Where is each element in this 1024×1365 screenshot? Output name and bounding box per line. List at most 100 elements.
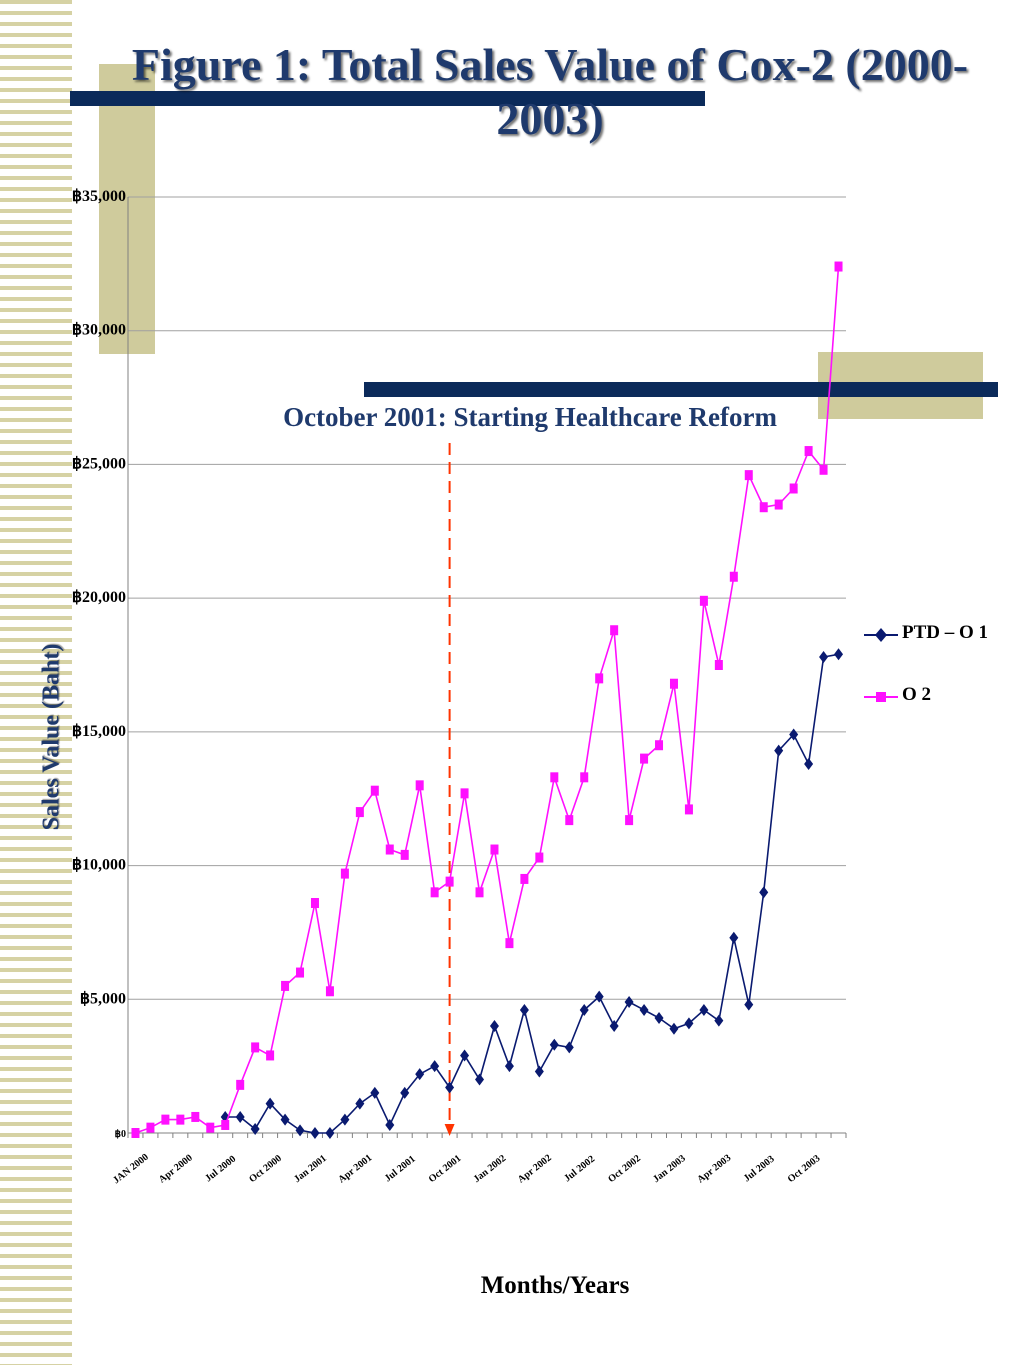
y-tick-label: ฿5,000	[80, 990, 126, 1007]
data-point-o1	[624, 995, 634, 1008]
data-point-o1	[654, 1012, 664, 1025]
healthcare-reform-annotation: October 2001: Starting Healthcare Reform	[283, 402, 777, 432]
data-point-o2	[505, 938, 514, 949]
data-point-o1	[280, 1113, 290, 1126]
data-point-o2	[729, 571, 738, 582]
data-point-o2	[834, 261, 843, 272]
data-point-o1	[579, 1003, 589, 1016]
data-point-o1	[789, 728, 799, 741]
legend-label-o2: O 2	[902, 684, 932, 705]
data-point-o2	[281, 980, 290, 991]
data-point-o2	[370, 785, 379, 796]
data-point-o2	[565, 815, 574, 826]
data-point-o2	[595, 673, 604, 684]
data-point-o1	[489, 1020, 499, 1033]
decorative-khaki-block-left	[99, 64, 155, 354]
data-point-o2	[610, 625, 619, 636]
series-line-o2	[135, 266, 840, 1134]
data-point-o1	[340, 1113, 350, 1126]
decorative-stripes	[0, 0, 72, 1365]
data-point-o2	[819, 464, 828, 475]
x-tick-label: Jul 2003	[742, 1154, 777, 1185]
data-point-o2	[415, 780, 424, 791]
data-point-o1	[445, 1081, 455, 1094]
data-point-o1	[729, 931, 739, 944]
data-point-o2	[206, 1122, 215, 1133]
data-point-o2	[445, 876, 454, 887]
data-point-o1	[235, 1110, 245, 1123]
y-tick-label: ฿0	[115, 1129, 126, 1140]
data-point-o2	[385, 844, 394, 855]
data-point-o2	[325, 986, 334, 997]
data-point-o2	[744, 470, 753, 481]
data-point-o2	[191, 1111, 200, 1122]
data-point-o1	[370, 1086, 380, 1099]
legend-swatch-square-icon	[864, 692, 898, 702]
data-point-o1	[295, 1124, 305, 1137]
data-point-o2	[714, 660, 723, 670]
y-tick-label: ฿10,000	[72, 857, 126, 874]
x-tick-label: Apr 2002	[516, 1153, 554, 1186]
x-tick-label: Jan 2003	[651, 1153, 688, 1185]
y-tick-label: ฿20,000	[72, 589, 126, 606]
decorative-navy-bar-top	[70, 91, 705, 106]
data-point-o2	[251, 1042, 260, 1053]
data-point-o1	[415, 1068, 425, 1081]
data-point-o1	[669, 1022, 679, 1035]
data-point-o2	[580, 772, 589, 783]
data-point-o2	[490, 844, 499, 855]
x-tick-label: Jan 2001	[292, 1153, 329, 1185]
y-axis-title: Sales Value (Baht)	[38, 643, 65, 831]
data-point-o2	[161, 1114, 170, 1125]
data-point-o2	[550, 772, 559, 783]
x-tick-label: Oct 2000	[247, 1153, 284, 1185]
event-marker-arrowhead	[444, 1124, 455, 1136]
legend-label-o1: PTD – O 1	[902, 622, 989, 643]
data-point-o2	[759, 502, 768, 513]
data-point-o2	[430, 887, 439, 898]
legend-swatch-diamond-icon	[864, 628, 898, 642]
data-point-o2	[266, 1050, 275, 1061]
data-point-o1	[430, 1060, 440, 1073]
data-point-o1	[325, 1127, 335, 1139]
x-tick-label: Jul 2002	[562, 1154, 597, 1185]
data-point-o2	[296, 967, 305, 978]
data-point-o1	[819, 650, 829, 663]
data-point-o2	[400, 849, 409, 860]
data-point-o1	[714, 1014, 724, 1027]
data-point-o1	[699, 1003, 709, 1016]
data-point-o2	[475, 887, 484, 898]
data-point-o1	[385, 1118, 395, 1131]
data-point-o2	[340, 868, 349, 879]
y-tick-label: ฿30,000	[72, 322, 126, 339]
x-tick-label: Jan 2002	[472, 1153, 509, 1185]
x-tick-label: Oct 2002	[606, 1153, 643, 1185]
data-point-o1	[400, 1086, 410, 1099]
data-point-o2	[684, 804, 693, 815]
data-point-o2	[669, 678, 678, 689]
data-point-o2	[221, 1119, 230, 1130]
data-point-o2	[804, 446, 813, 457]
data-point-o2	[774, 499, 783, 510]
data-point-o1	[564, 1041, 574, 1054]
data-point-o1	[460, 1049, 470, 1062]
x-tick-label: Apr 2001	[336, 1153, 374, 1186]
data-point-o1	[534, 1065, 544, 1078]
data-point-o1	[774, 744, 784, 757]
data-point-o2	[310, 898, 319, 909]
data-point-o1	[355, 1097, 365, 1110]
data-point-o2	[236, 1079, 245, 1090]
data-point-o2	[625, 815, 634, 826]
chart-title: Figure 1: Total Sales Value of Cox-2 (20…	[131, 39, 969, 144]
data-point-o2	[699, 595, 708, 606]
x-tick-label: Oct 2003	[786, 1153, 823, 1185]
data-point-o2	[535, 852, 544, 863]
data-point-o1	[609, 1020, 619, 1033]
y-tick-label: ฿25,000	[72, 455, 126, 472]
data-point-o1	[549, 1038, 559, 1051]
decorative-navy-bar-middle	[364, 382, 998, 397]
y-tick-label: ฿15,000	[72, 723, 126, 740]
x-tick-label: Apr 2000	[157, 1153, 195, 1186]
data-point-o2	[131, 1128, 140, 1138]
